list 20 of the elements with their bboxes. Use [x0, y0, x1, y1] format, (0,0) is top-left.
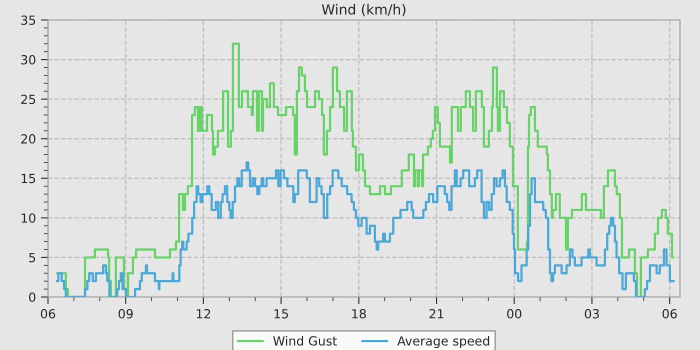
- x-tick-label: 21: [429, 309, 444, 318]
- x-tick-label: 09: [118, 309, 133, 318]
- y-tick-label: 25: [21, 94, 36, 104]
- chart-title: Wind (km/h): [322, 4, 406, 16]
- x-tick-label: 12: [196, 309, 210, 318]
- x-tick-label: 06: [40, 309, 56, 318]
- x-tick-label: 00: [507, 309, 522, 318]
- y-tick-label: 0: [29, 292, 36, 302]
- legend-label: Average speed: [397, 336, 490, 348]
- y-tick-label: 30: [21, 55, 36, 64]
- x-tick-label: 15: [274, 309, 288, 318]
- y-tick-label: 15: [22, 174, 36, 184]
- y-tick-label: 35: [21, 15, 36, 25]
- x-tick-label: 03: [584, 309, 599, 318]
- x-tick-label: 18: [352, 309, 366, 318]
- legend-label: Wind Gust: [273, 336, 337, 346]
- y-tick-label: 20: [21, 134, 36, 144]
- y-tick-label: 5: [29, 253, 36, 262]
- x-tick-label: 06: [662, 309, 677, 318]
- y-tick-label: 10: [22, 213, 36, 223]
